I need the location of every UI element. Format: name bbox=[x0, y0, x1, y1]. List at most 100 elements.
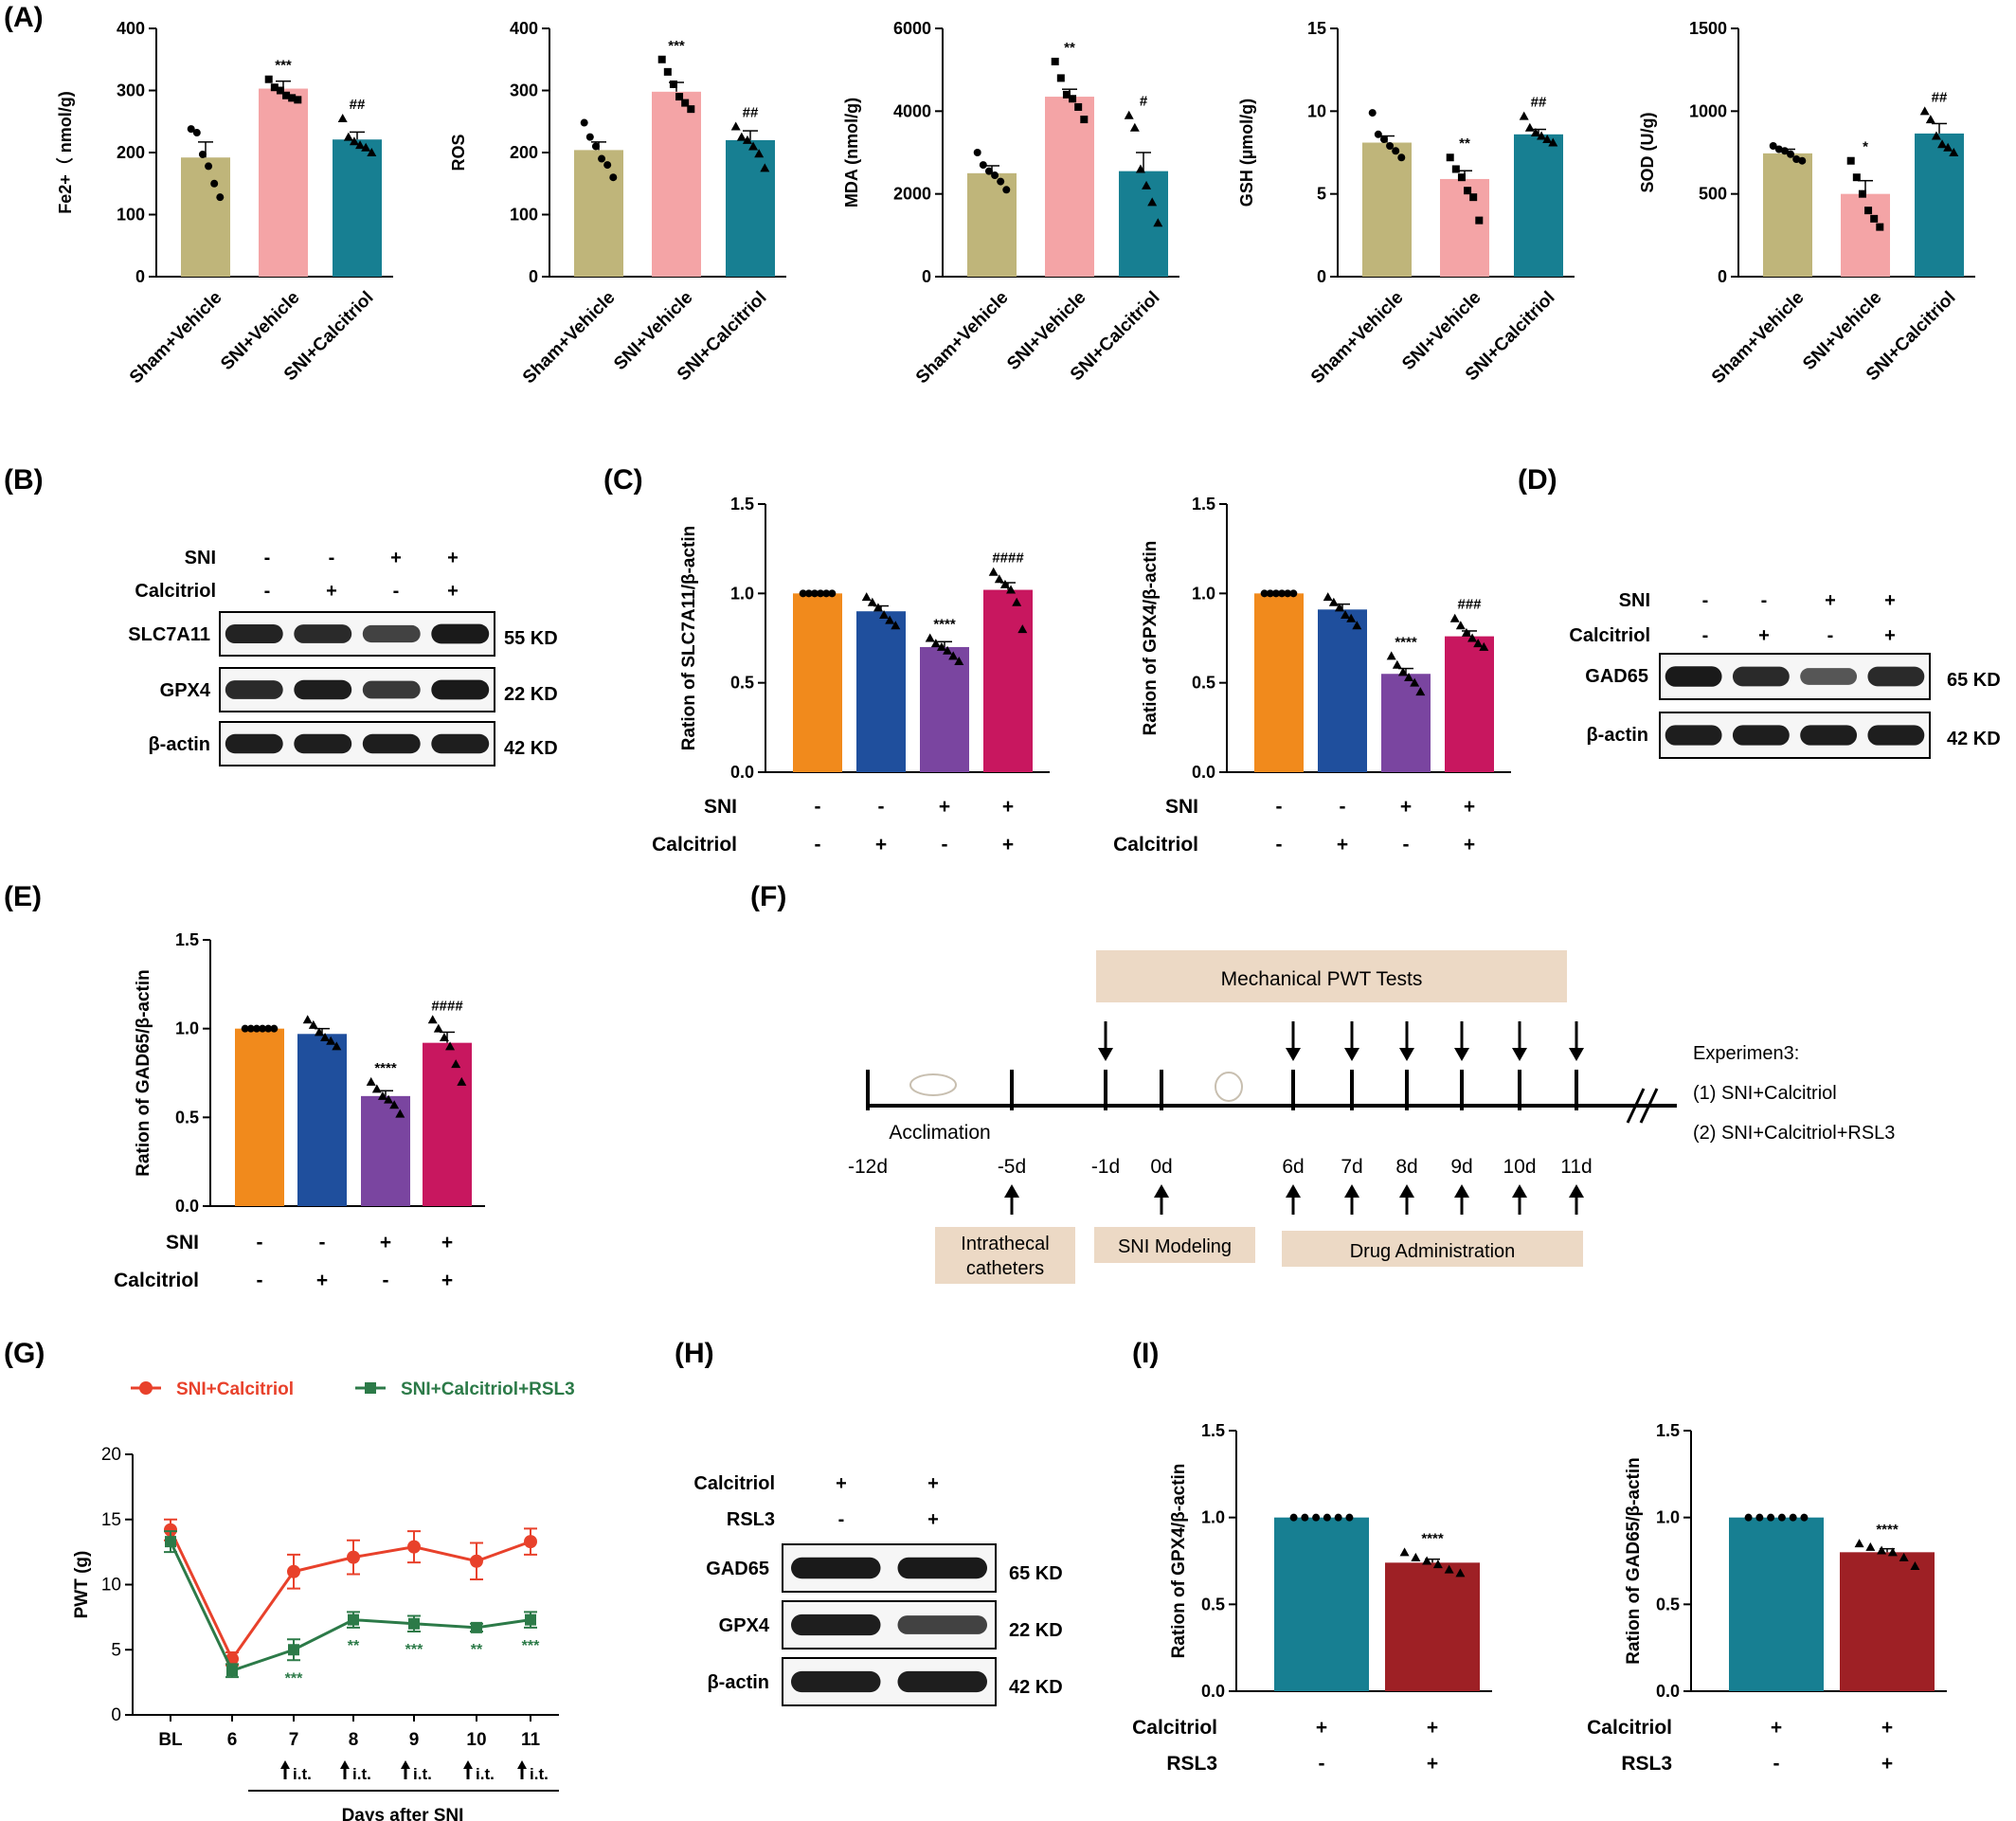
panel-a-chart-4-significance-label: ## bbox=[1531, 95, 1547, 111]
panel-a-chart-5-data-point bbox=[1949, 148, 1959, 156]
panel-c-chart-2-y-axis-label: Ration of GPX4/β-actin bbox=[1141, 541, 1161, 736]
panel-f-break-mark bbox=[1626, 1088, 1646, 1124]
panel-h-blot-1-band bbox=[791, 1557, 881, 1579]
panel-c-chart-1-data-point bbox=[828, 589, 837, 598]
panel-h-band-label: GAD65 bbox=[706, 1559, 769, 1579]
panel-a-chart-1-data-point bbox=[264, 75, 273, 83]
panel-g-it-label: i.t. bbox=[413, 1765, 432, 1783]
panel-e-chart-data-point bbox=[241, 1024, 249, 1033]
panel-g-point-series-2 bbox=[348, 1614, 359, 1626]
panel-a-chart-5-data-point bbox=[1780, 147, 1789, 155]
panel-a-chart-5-data-point bbox=[1870, 214, 1879, 223]
panel-a-chart-1-significance-label: ## bbox=[350, 97, 366, 113]
panel-d-blot-1-band bbox=[1665, 666, 1722, 687]
panel-c-chart-2-data-point bbox=[1341, 609, 1351, 619]
panel-e-chart-bar bbox=[235, 1028, 284, 1206]
panel-f-admin-arrow-head bbox=[1454, 1184, 1469, 1198]
panel-label-a: (A) bbox=[4, 2, 44, 33]
panel-f-pwt-box bbox=[1096, 950, 1567, 1002]
panel-a-chart-4-data-point bbox=[1548, 137, 1558, 147]
panel-a-chart-3-y-axis-label: MDA (nmol/g) bbox=[842, 98, 861, 207]
panel-c-chart-1-data-point bbox=[867, 597, 877, 606]
panel-h-blot-1-band bbox=[897, 1557, 987, 1579]
panel-a-chart-1-data-point bbox=[361, 142, 371, 152]
panel-e-chart-bar bbox=[297, 1034, 347, 1206]
panel-i-chart-1-data-point bbox=[1411, 1552, 1421, 1561]
panel-c-chart-1-significance-label: **** bbox=[933, 617, 956, 633]
panel-c-chart-1-condition-sign: + bbox=[1002, 796, 1014, 818]
panel-a-chart-1-bar bbox=[333, 139, 382, 277]
panel-h-condition-sign: + bbox=[836, 1473, 847, 1494]
panel-c-chart-1-condition-sign: - bbox=[815, 796, 821, 818]
panel-e-chart-data-point bbox=[246, 1024, 255, 1033]
panel-a-chart-3-data-point bbox=[1135, 164, 1145, 173]
panel-g-x-axis-label: Days after SNI bbox=[342, 1806, 464, 1821]
panel-h-kd-label: 65 KD bbox=[1009, 1563, 1063, 1584]
panel-e-chart-data-point bbox=[252, 1024, 261, 1033]
panel-label-g: (G) bbox=[4, 1338, 45, 1369]
panel-c-chart-2-condition-sign: + bbox=[1337, 834, 1348, 856]
panel-b-blot-3-band bbox=[225, 733, 283, 754]
panel-a-chart-2-data-point bbox=[730, 121, 741, 131]
panel-a-chart-5-data-point bbox=[1769, 142, 1777, 151]
panel-b-blot-3-band bbox=[362, 733, 421, 754]
panel-f-modeling-box bbox=[1094, 1227, 1255, 1263]
panel-e-chart-data-point bbox=[389, 1100, 400, 1109]
panel-a-chart-2-data-point bbox=[754, 149, 765, 158]
panel-d-condition-sign: + bbox=[1884, 625, 1896, 646]
panel-a-chart-1-significance-label: *** bbox=[275, 58, 292, 74]
panel-a-chart-5-data-point bbox=[1858, 189, 1866, 198]
panel-c-chart-1-data-point bbox=[879, 609, 890, 619]
panel-a-chart-1-y-axis-label: Fe2+（ nmol/g) bbox=[56, 91, 75, 214]
panel-i-chart-2-data-point bbox=[1767, 1513, 1775, 1522]
panel-i-chart-2-y-tick-label: 1.0 bbox=[1656, 1508, 1680, 1527]
panel-a-chart-2-category-label: Sham+Vehicle bbox=[519, 288, 620, 388]
panel-a-chart-4-significance-label: ** bbox=[1459, 135, 1470, 152]
panel-g-it-arrow-head bbox=[401, 1760, 410, 1769]
panel-e-condition-sign: - bbox=[319, 1232, 326, 1253]
panel-e-chart-data-point bbox=[439, 1033, 449, 1042]
panel-b-blot-2-band bbox=[294, 679, 352, 700]
panel-c-chart-1-data-point bbox=[948, 651, 959, 660]
panel-a-chart-5-bar bbox=[1763, 153, 1812, 277]
panel-d-condition-sign: - bbox=[1702, 625, 1709, 646]
panel-g-significance-label: *** bbox=[285, 1670, 303, 1686]
panel-i-chart-1-y-tick-label: 1.0 bbox=[1201, 1508, 1225, 1527]
panel-a-chart-4-data-point bbox=[1475, 216, 1484, 225]
panel-f-admin-arrow-head bbox=[1399, 1184, 1414, 1198]
panel-a-chart-2-data-point bbox=[657, 55, 666, 63]
panel-i-chart-2-bar bbox=[1729, 1517, 1824, 1691]
panel-c-chart-1-y-tick-label: 0.0 bbox=[730, 763, 754, 782]
panel-a-chart-4-bar bbox=[1362, 142, 1412, 277]
panel-f-experiment-item-2: (2) SNI+Calcitriol+RSL3 bbox=[1693, 1123, 1895, 1144]
panel-a-chart-3-data-point bbox=[991, 171, 999, 180]
panel-g-x-tick-label: BL bbox=[158, 1730, 183, 1750]
panel-c-chart-1-condition-label: SNI bbox=[704, 796, 737, 818]
panel-a-chart-5-data-point bbox=[1798, 156, 1807, 165]
panel-a-chart-4-y-tick-label: 5 bbox=[1317, 185, 1326, 204]
panel-b-condition-label: SNI bbox=[185, 548, 216, 568]
panel-a-chart-1-data-point bbox=[205, 162, 213, 171]
panel-a-chart-2-data-point bbox=[748, 141, 759, 151]
panel-h-kd-label: 42 KD bbox=[1009, 1677, 1063, 1698]
panel-a-chart-2-data-point bbox=[669, 80, 677, 88]
panel-c-chart-1-data-point bbox=[999, 579, 1010, 588]
panel-c-chart-1-condition-sign: - bbox=[878, 796, 885, 818]
panel-e-chart-bar bbox=[361, 1095, 410, 1206]
panel-g-it-arrow-head bbox=[340, 1760, 350, 1769]
panel-d-condition-label: Calcitriol bbox=[1569, 625, 1650, 646]
panel-c-chart-2-condition-sign: - bbox=[1340, 796, 1346, 818]
panel-c-chart-1-data-point bbox=[930, 639, 941, 648]
panel-h-band-label: β-actin bbox=[707, 1672, 769, 1693]
panel-a-chart-5-y-tick-label: 1000 bbox=[1689, 101, 1727, 120]
panel-c-chart-2-data-point bbox=[1284, 589, 1292, 598]
panel-h-blot-3-band bbox=[791, 1670, 881, 1693]
panel-c-chart-2-data-point bbox=[1352, 621, 1362, 630]
panel-d-condition-label: SNI bbox=[1619, 590, 1650, 611]
panel-g-point-series-2 bbox=[525, 1614, 536, 1626]
panel-e-chart-data-point bbox=[302, 1015, 313, 1024]
panel-g-y-tick-label: 0 bbox=[111, 1705, 121, 1725]
panel-c-chart-1-data-point bbox=[822, 589, 831, 598]
panel-a-chart-5-data-point bbox=[1864, 207, 1873, 215]
panel-e-chart-data-point bbox=[326, 1036, 336, 1045]
